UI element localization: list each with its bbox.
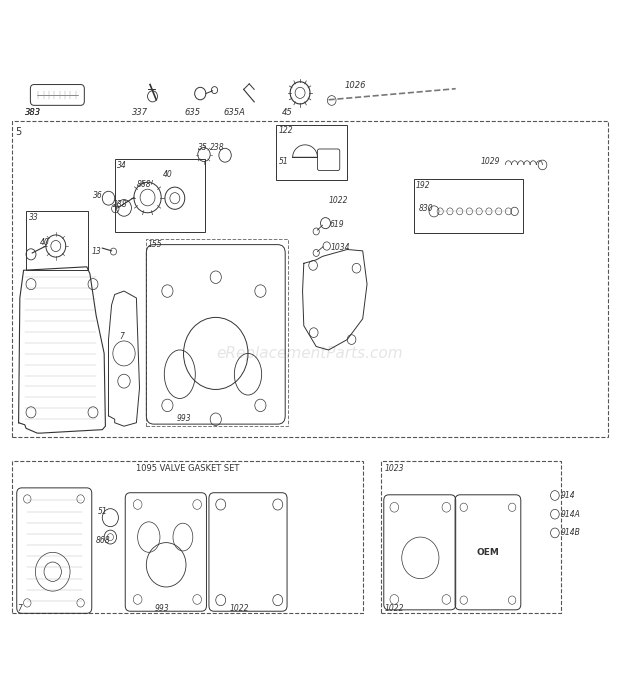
- Bar: [26, 211, 88, 270]
- Text: 914A: 914A: [561, 510, 581, 518]
- Bar: [12, 461, 363, 613]
- Text: 155: 155: [148, 240, 162, 249]
- Text: 635A: 635A: [223, 108, 245, 116]
- Text: 868: 868: [96, 536, 111, 545]
- Text: 33: 33: [29, 213, 38, 222]
- Text: 1026: 1026: [344, 81, 366, 89]
- Text: 383: 383: [25, 108, 41, 116]
- Text: 1029: 1029: [481, 157, 500, 166]
- Text: 1023: 1023: [384, 464, 404, 473]
- Text: 1034: 1034: [330, 243, 350, 252]
- Text: 35: 35: [198, 143, 208, 152]
- Text: 1022: 1022: [384, 604, 404, 613]
- Text: 51: 51: [98, 507, 108, 516]
- Bar: [12, 121, 608, 437]
- Bar: [381, 461, 561, 613]
- Bar: [414, 179, 523, 233]
- Text: 36: 36: [93, 191, 103, 200]
- Bar: [146, 239, 288, 426]
- Text: 993: 993: [155, 604, 170, 613]
- Text: 238: 238: [210, 143, 224, 152]
- Text: 13: 13: [91, 247, 101, 256]
- Text: 619: 619: [329, 220, 344, 229]
- Text: 7: 7: [17, 604, 22, 613]
- Text: OEM: OEM: [477, 548, 499, 556]
- Text: 1022: 1022: [229, 604, 249, 613]
- Text: 1022: 1022: [329, 196, 348, 205]
- Text: 914B: 914B: [561, 529, 581, 537]
- Bar: [276, 125, 347, 180]
- Text: 1095 VALVE GASKET SET: 1095 VALVE GASKET SET: [136, 464, 239, 473]
- Bar: [115, 159, 205, 232]
- Text: 40: 40: [163, 170, 173, 179]
- Text: 34: 34: [117, 161, 127, 170]
- Text: 122: 122: [278, 126, 293, 135]
- Text: 45: 45: [281, 108, 292, 116]
- Text: 830: 830: [418, 204, 433, 213]
- Text: 383: 383: [25, 108, 41, 116]
- Text: 914: 914: [561, 491, 576, 500]
- Text: 40: 40: [40, 238, 50, 247]
- Text: 993: 993: [177, 414, 192, 423]
- Text: 5: 5: [16, 127, 22, 137]
- Text: 238: 238: [113, 200, 128, 209]
- Text: 868: 868: [136, 180, 151, 189]
- Text: 7: 7: [120, 332, 125, 340]
- Text: eReplacementParts.com: eReplacementParts.com: [216, 346, 404, 361]
- Text: 192: 192: [416, 181, 431, 190]
- Text: 337: 337: [132, 108, 148, 116]
- Text: 51: 51: [279, 157, 289, 166]
- Text: 635: 635: [184, 108, 200, 116]
